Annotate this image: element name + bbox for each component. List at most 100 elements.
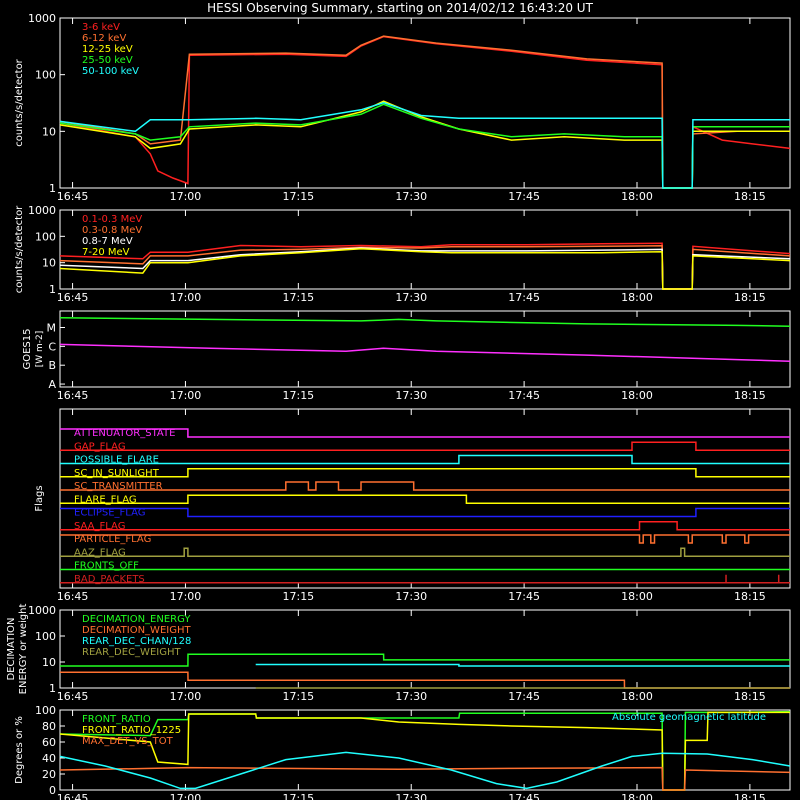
y-tick-label: 1 (49, 283, 56, 296)
x-tick-label: 18:00 (621, 690, 653, 703)
series-line-0-1-0-3-mev (59, 242, 791, 290)
legend-entry: DECIMATION_ENERGY (82, 614, 191, 625)
x-tick-label: 16:45 (57, 792, 89, 800)
series-line-unnamed-1 (59, 343, 791, 362)
x-tick-label: 18:00 (621, 291, 653, 304)
legend-entry: FRONT_RATIO_1225 (82, 725, 181, 736)
panel-frame-4 (59, 408, 791, 589)
y-axis-label: Flags (34, 485, 45, 511)
legend-entry: MAX_DET_VS_TOT (82, 736, 174, 747)
x-tick-label: 17:30 (395, 291, 427, 304)
series-line-max-det-vs-tot (59, 766, 791, 791)
x-tick-label: 16:45 (57, 291, 89, 304)
flag-line-aaz-flag (60, 547, 790, 557)
flag-label: GAP_FLAG (74, 441, 126, 452)
flag-line-eclipse-flag (60, 507, 790, 518)
series-line-3-6-kev (59, 35, 791, 189)
x-tick-label: 17:15 (282, 291, 314, 304)
series-line-front-ratio (59, 710, 791, 791)
flag-line-saa-flag (60, 521, 790, 531)
x-tick-label: 17:00 (170, 291, 202, 304)
flag-line-possible-flare (60, 454, 790, 465)
flag-label: FRONTS_OFF (74, 561, 139, 572)
legend-entry: 0.3-0.8 MeV (82, 225, 142, 236)
panel-frame-6 (59, 709, 791, 791)
page-title: HESSI Observing Summary, starting on 201… (207, 1, 593, 15)
legend-entry: 25-50 keV (82, 55, 133, 66)
x-tick-label: 17:15 (282, 389, 314, 402)
flag-label: FLARE_FLAG (74, 494, 137, 505)
x-tick-label: 17:00 (170, 389, 202, 402)
y-tick-label: 80 (42, 720, 56, 733)
y-tick-label: 40 (42, 752, 56, 765)
y-tick-label: A (48, 378, 56, 391)
x-tick-label: 17:45 (508, 190, 540, 203)
y-tick-label: M (47, 321, 57, 334)
flag-line-attenuator-state (60, 428, 790, 438)
y-tick-label: 10 (42, 125, 56, 138)
y-axis-label: [W m-2] (35, 331, 45, 368)
flag-label: ECLIPSE_FLAG (74, 508, 145, 519)
flag-label: PARTICLE_FLAG (74, 534, 151, 545)
x-tick-label: 17:45 (508, 590, 540, 603)
flag-label: ATTENUATOR_STATE (74, 428, 175, 439)
y-axis-label: DECIMATION (6, 617, 17, 680)
series-line-7-20-mev (59, 247, 791, 290)
flag-label: POSSIBLE_FLARE (74, 455, 159, 466)
y-tick-label: 100 (35, 704, 56, 717)
series-line-front-ratio-1225 (59, 711, 790, 791)
flag-line-sc-transmitter (60, 481, 790, 491)
panel-frame-2 (59, 209, 791, 290)
x-tick-label: 17:30 (395, 590, 427, 603)
legend-entry: 7-20 MeV (82, 247, 130, 258)
series-line-0-8-7-mev (59, 247, 791, 290)
x-tick-label: 17:00 (170, 590, 202, 603)
x-tick-label: 17:30 (395, 190, 427, 203)
series-line-decimation-energy (60, 653, 790, 667)
x-tick-label: 18:00 (621, 590, 653, 603)
y-tick-label: 0 (49, 784, 56, 797)
x-tick-label: 18:15 (734, 792, 766, 800)
legend-entry: 3-6 keV (82, 22, 120, 33)
y-tick-label: 100 (35, 230, 56, 243)
x-tick-label: 18:15 (734, 389, 766, 402)
flag-label: AAZ_FLAG (74, 547, 126, 558)
y-tick-label: B (48, 359, 56, 372)
x-tick-label: 18:15 (734, 690, 766, 703)
x-tick-label: 17:45 (508, 792, 540, 800)
x-tick-label: 17:45 (508, 291, 540, 304)
y-tick-label: 1000 (28, 204, 56, 217)
x-tick-label: 17:00 (170, 792, 202, 800)
y-tick-label: 1000 (28, 12, 56, 25)
y-tick-label: 10 (42, 257, 56, 270)
legend-entry: 12-25 keV (82, 44, 133, 55)
x-tick-label: 17:30 (395, 690, 427, 703)
x-tick-label: 18:00 (621, 389, 653, 402)
series-line-unnamed-3 (59, 751, 791, 790)
y-axis-label: ENERGY or weight (18, 604, 29, 695)
y-axis-label: counts/s/detector (14, 205, 25, 293)
y-tick-label: 1 (49, 182, 56, 195)
x-tick-label: 17:15 (282, 690, 314, 703)
panel-frame-1 (59, 17, 791, 189)
series-line-6-12-kev (59, 35, 790, 189)
y-axis-label: counts/s/detector (14, 58, 25, 146)
flag-label: SC_IN_SUNLIGHT (74, 468, 160, 479)
legend-entry: DECIMATION_WEIGHT (82, 625, 191, 636)
y-axis-label: GOES15 (22, 328, 33, 369)
flag-label: SAA_FLAG (74, 521, 125, 532)
legend-entry: 0.8-7 MeV (82, 236, 133, 247)
x-tick-label: 16:45 (57, 190, 89, 203)
flag-line-gap-flag (60, 441, 790, 451)
x-tick-label: 17:45 (508, 690, 540, 703)
geomagnetic-latitude-annotation: Absolute geomagnetic latitude (612, 712, 766, 723)
y-tick-label: 60 (42, 736, 56, 749)
panel-frame-3 (59, 310, 791, 388)
legend-entry: REAR_DEC_WEIGHT (82, 647, 181, 658)
x-tick-label: 16:45 (57, 690, 89, 703)
x-tick-label: 17:15 (282, 190, 314, 203)
x-tick-label: 17:30 (395, 792, 427, 800)
flag-line-particle-flag (60, 534, 790, 544)
x-tick-label: 17:00 (170, 190, 202, 203)
